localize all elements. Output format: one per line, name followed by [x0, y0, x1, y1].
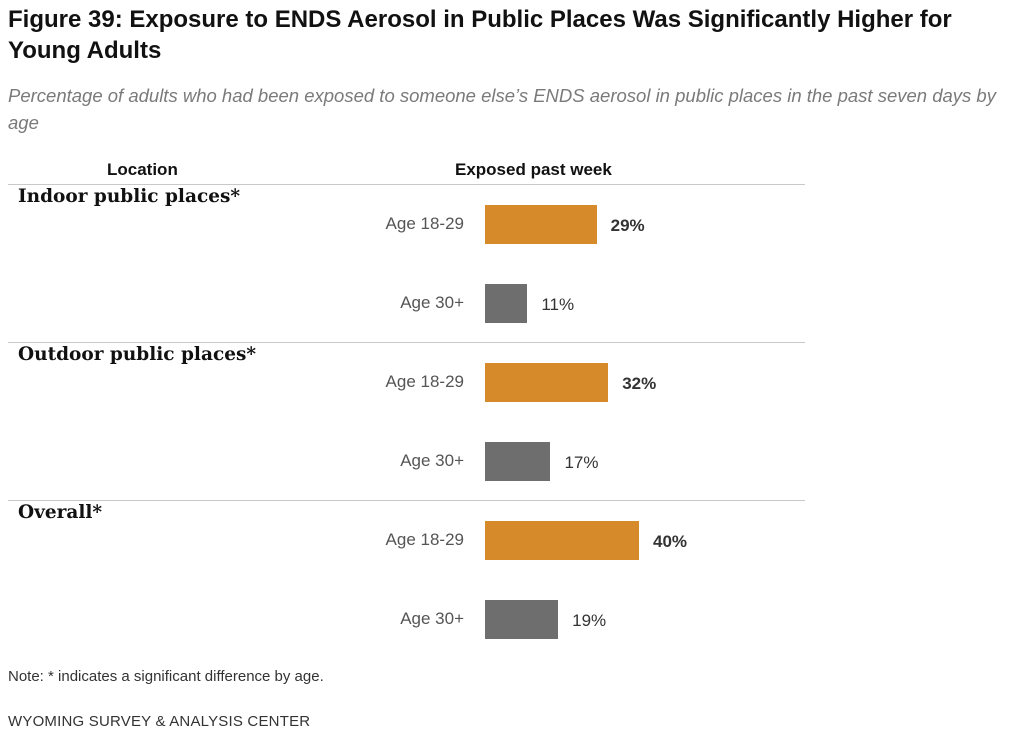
data-label: 19% — [572, 611, 607, 630]
group-divider — [8, 342, 805, 343]
bar — [485, 442, 551, 481]
measure-column-header: Exposed past week — [455, 160, 612, 179]
group-label: Overall* — [18, 502, 103, 523]
source-label: WYOMING SURVEY & ANALYSIS CENTER — [8, 713, 311, 730]
bar — [485, 205, 597, 244]
chart-title: Figure 39: Exposure to ENDS Aerosol in P… — [8, 6, 952, 64]
chart-note: Note: * indicates a significant differen… — [8, 668, 324, 685]
category-label: Age 30+ — [400, 293, 464, 312]
data-label: 17% — [564, 453, 599, 472]
data-label: 11% — [541, 295, 575, 314]
chart-subtitle: Percentage of adults who had been expose… — [8, 85, 996, 133]
group-label: Outdoor public places* — [18, 344, 257, 365]
data-label: 32% — [622, 374, 657, 393]
group-divider — [8, 184, 805, 185]
category-label: Age 18-29 — [385, 372, 464, 391]
bar — [485, 363, 609, 402]
category-label: Age 30+ — [400, 451, 464, 470]
bar — [485, 521, 639, 560]
category-label: Age 18-29 — [385, 530, 464, 549]
data-label: 29% — [610, 216, 645, 235]
category-label: Age 18-29 — [385, 214, 464, 233]
group-label: Indoor public places* — [18, 186, 241, 207]
data-label: 40% — [653, 532, 688, 551]
bar — [485, 284, 528, 323]
category-label: Age 30+ — [400, 609, 464, 628]
bar — [485, 600, 559, 639]
location-column-header: Location — [107, 160, 178, 179]
group-divider — [8, 500, 805, 501]
